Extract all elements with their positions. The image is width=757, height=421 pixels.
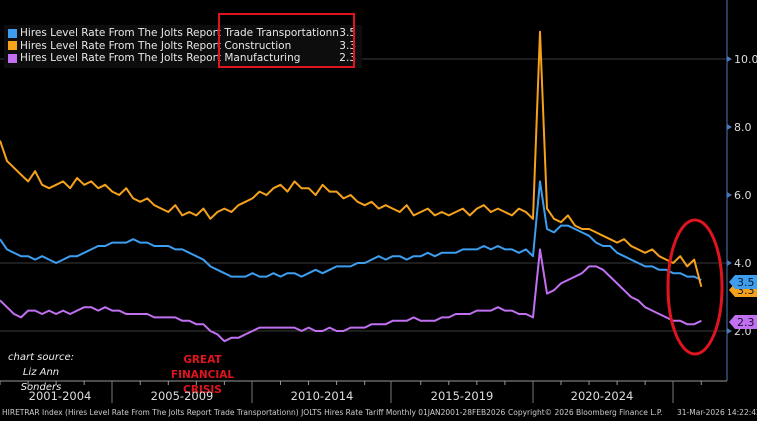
source-annotation: chart source: Liz Ann Sonders	[8, 352, 74, 393]
x-period-label: 2015-2019	[430, 389, 494, 403]
y-tick-marker	[727, 260, 732, 266]
highlight-ellipse	[666, 218, 724, 356]
legend-value: 3.3	[339, 39, 356, 52]
last-value-badge	[729, 315, 757, 329]
y-tick-label: 4.0	[734, 257, 752, 270]
y-tick-label: 6.0	[734, 189, 752, 202]
legend-prefix: Hires Level Rate From The Jolts Report	[20, 27, 222, 39]
legend-item-construction[interactable]: Hires Level Rate From The Jolts Report C…	[8, 40, 356, 53]
legend-item-manufacturing[interactable]: Hires Level Rate From The Jolts Report M…	[8, 52, 356, 65]
y-tick-marker	[727, 124, 732, 130]
y-tick-marker	[727, 192, 732, 198]
legend-swatch	[8, 41, 17, 51]
y-tick-label: 8.0	[734, 121, 752, 134]
legend-item-trade-transportation[interactable]: Hires Level Rate From The Jolts Report T…	[8, 27, 356, 40]
legend: Hires Level Rate From The Jolts Report T…	[4, 25, 362, 68]
y-tick-marker	[727, 328, 732, 334]
legend-swatch	[8, 28, 17, 38]
last-value-label: 3.5	[737, 276, 755, 289]
legend-suffix: Manufacturing	[224, 52, 301, 64]
x-period-label: 2020-2024	[570, 389, 634, 403]
y-tick-marker	[727, 56, 732, 62]
x-period-label: 2001-2004	[28, 389, 92, 403]
series-line-2	[0, 248, 702, 343]
series-line-0	[0, 180, 702, 281]
legend-prefix: Hires Level Rate From The Jolts Report	[20, 52, 222, 64]
last-value-label: 2.3	[737, 316, 755, 329]
x-period-label: 2005-2009	[150, 389, 214, 403]
legend-value: 2.3	[339, 52, 356, 64]
legend-prefix: Hires Level Rate From The Jolts Report	[20, 39, 222, 52]
legend-suffix: Construction	[224, 39, 292, 52]
x-period-label: 2010-2014	[290, 389, 354, 403]
legend-swatch	[8, 53, 17, 63]
footer-description: HIRETRAR Index (Hires Level Rate From Th…	[2, 408, 506, 417]
legend-suffix: Trade Transportationn	[224, 27, 339, 39]
last-value-badge	[729, 275, 757, 289]
footer-timestamp: 31-Mar-2026 14:22:42	[677, 408, 757, 417]
footer-copyright: Copyright© 2026 Bloomberg Finance L.P.	[508, 408, 663, 417]
crisis-annotation: GREAT FINANCIAL CRISIS	[170, 354, 235, 396]
highlight-box	[218, 13, 355, 68]
series-line-1	[0, 30, 703, 288]
legend-value: 3.5	[339, 27, 356, 39]
y-tick-label: 10.0	[734, 53, 757, 66]
